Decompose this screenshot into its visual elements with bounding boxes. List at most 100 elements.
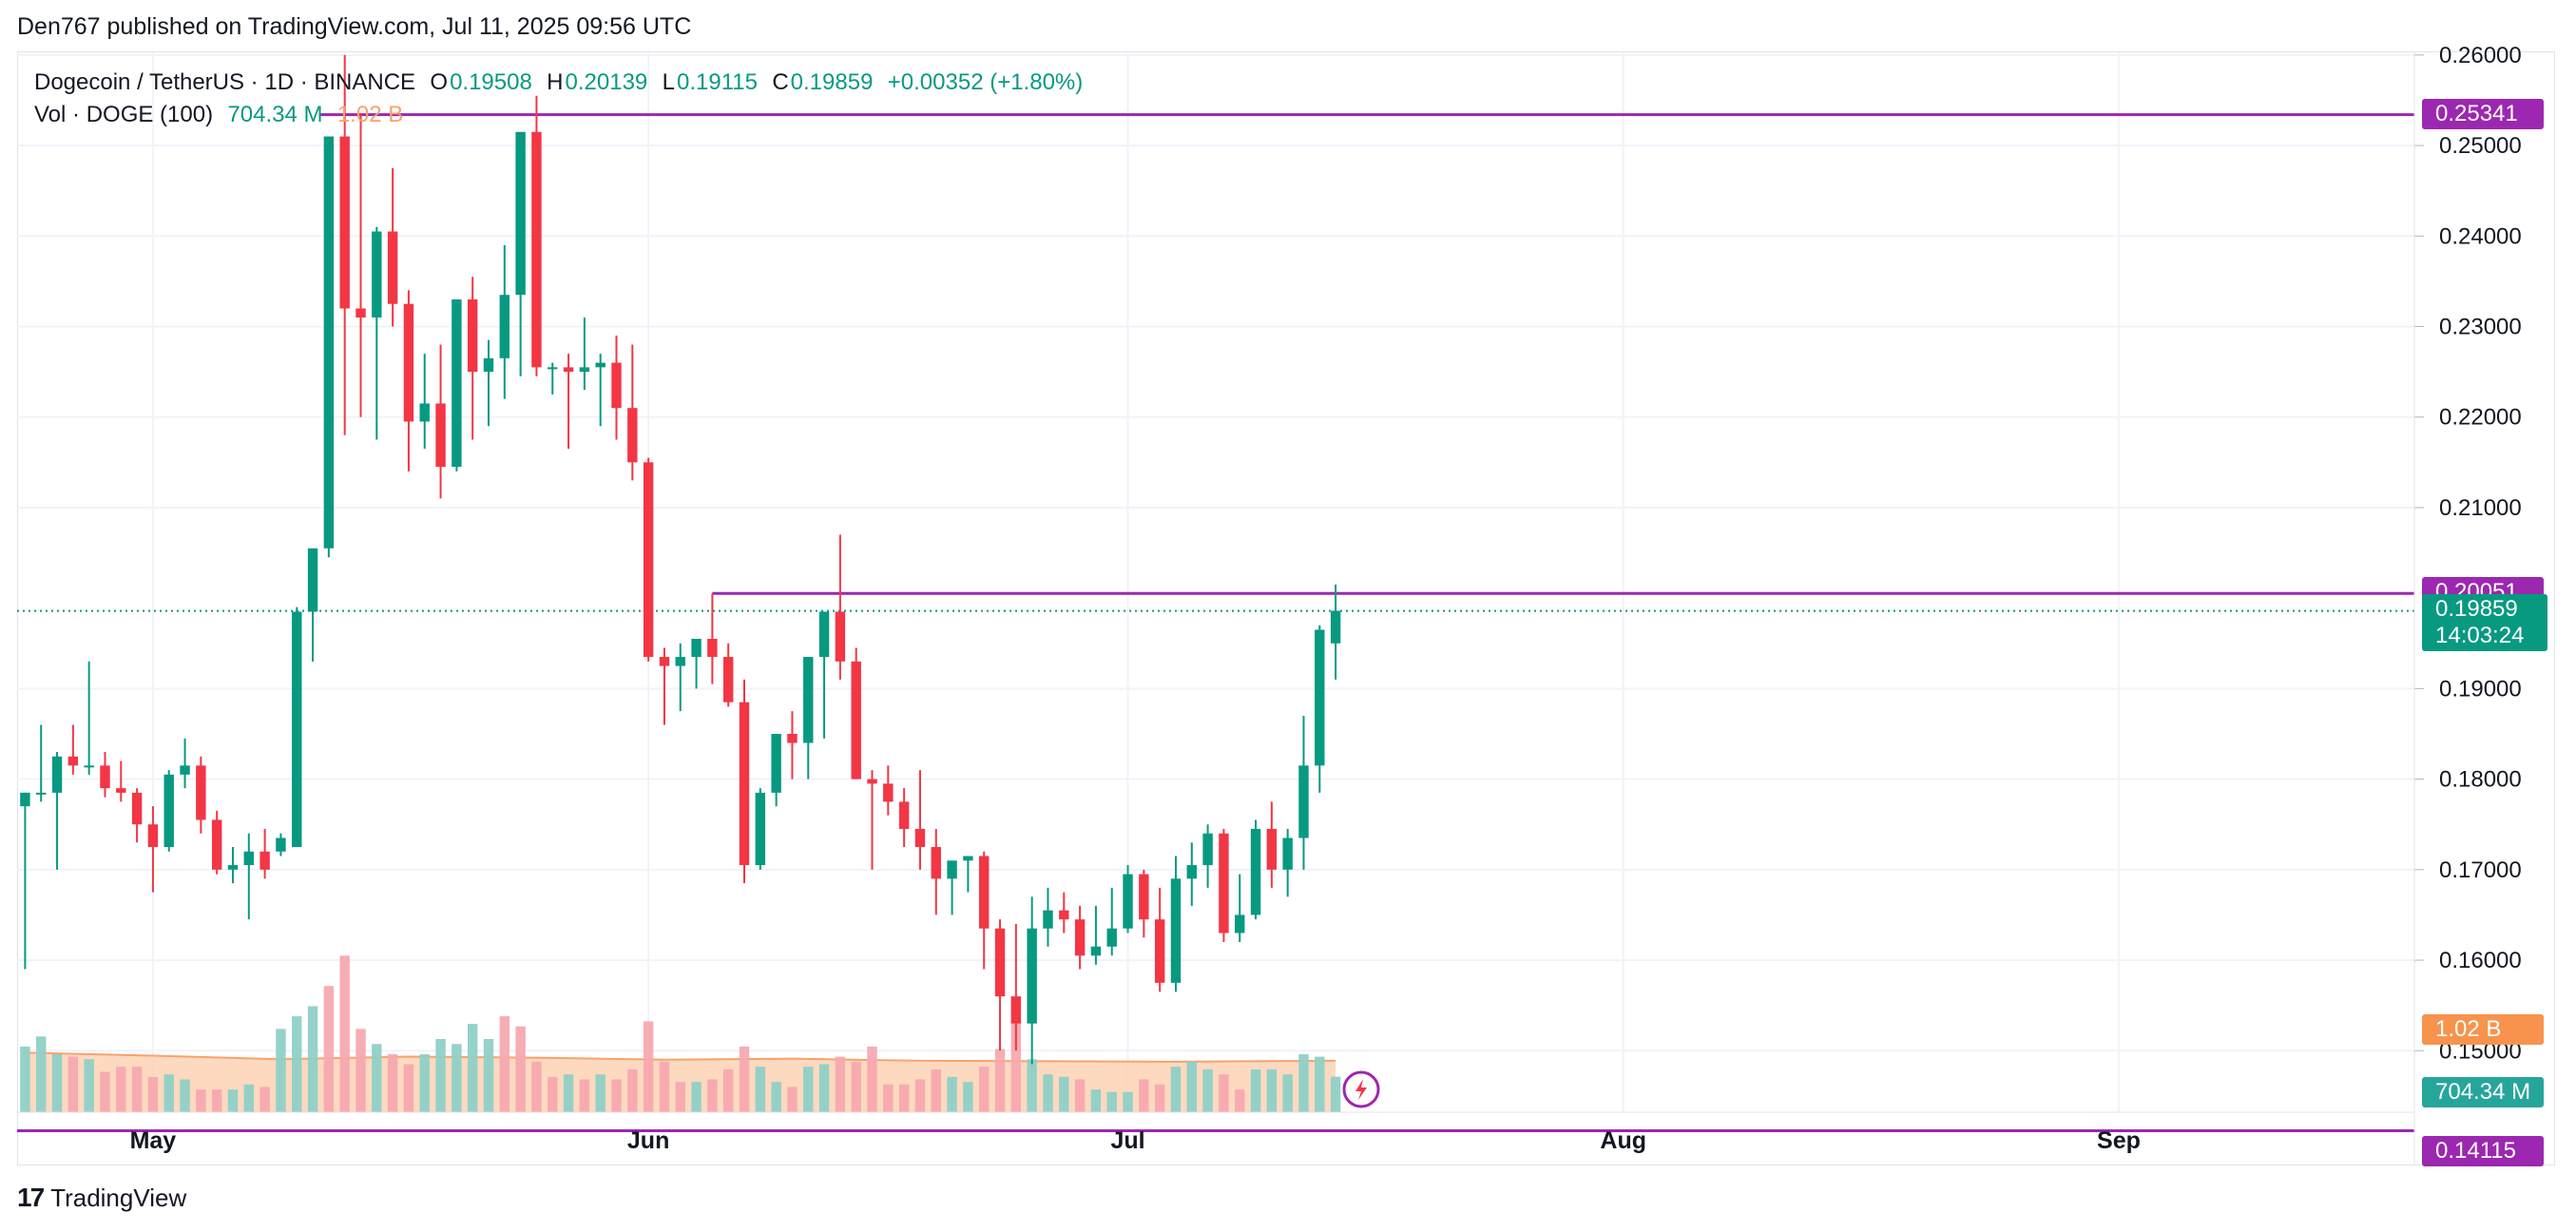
volume-bar <box>356 1029 366 1112</box>
tradingview-logo[interactable]: 17 TradingView <box>17 1183 186 1213</box>
candle-body <box>1235 914 1245 934</box>
candle-body <box>643 462 654 658</box>
candle-body <box>675 657 685 666</box>
ohlc-legend-row: Dogecoin / TetherUS · 1D · BINANCE O0.19… <box>34 67 1085 99</box>
volume-bar <box>163 1074 174 1112</box>
volume-bar <box>1043 1074 1053 1112</box>
volume-ma-value: 1.02 B <box>336 102 404 127</box>
candle-body <box>403 303 414 422</box>
y-tick-label: 0.25000 <box>2439 133 2522 159</box>
candle-body <box>1298 765 1309 838</box>
candle-body <box>611 362 622 409</box>
x-tick-label: Jul <box>1110 1127 1144 1154</box>
candle-body <box>227 865 239 870</box>
volume-label[interactable]: Vol · DOGE (100) <box>34 102 214 127</box>
candle-body <box>898 801 910 829</box>
volume-bar <box>1315 1056 1325 1112</box>
x-tick-label: Aug <box>1600 1127 1646 1154</box>
volume-bar <box>579 1079 590 1112</box>
candle-body <box>20 792 30 807</box>
volume-bar <box>452 1044 462 1112</box>
tradingview-logo-icon: 17 <box>17 1183 45 1212</box>
candle-body <box>276 837 286 852</box>
candle-body <box>452 298 462 468</box>
volume-bar <box>1219 1074 1229 1112</box>
volume-bar <box>243 1084 255 1112</box>
volume-bar <box>691 1082 702 1112</box>
candle-body <box>722 657 734 703</box>
volume-bar <box>675 1082 685 1112</box>
level-top-price-tag: 0.25341 <box>2422 98 2544 129</box>
volume-bar <box>84 1059 94 1112</box>
volume-bar <box>818 1064 830 1112</box>
volume-bar <box>787 1087 798 1112</box>
candle-body <box>579 367 590 373</box>
candle-body <box>467 298 478 373</box>
volume-bar <box>867 1046 877 1112</box>
candle-body <box>307 548 318 612</box>
volume-bar <box>1074 1079 1086 1112</box>
volume-bar <box>883 1084 894 1112</box>
volume-bar <box>1090 1089 1102 1112</box>
bar-countdown: 14:03:24 <box>2435 622 2525 648</box>
y-tick-label: 0.22000 <box>2439 405 2522 431</box>
volume-bar <box>483 1038 494 1112</box>
y-tick-label: 0.23000 <box>2439 315 2522 340</box>
volume-bar <box>707 1079 718 1112</box>
volume-bar <box>1298 1053 1309 1112</box>
volume-bar <box>627 1068 638 1112</box>
volume-bar <box>1250 1068 1261 1112</box>
volume-bar <box>755 1067 766 1112</box>
volume-bar <box>292 1016 302 1112</box>
candle-body <box>1186 865 1197 879</box>
y-tick-label: 0.21000 <box>2439 495 2522 521</box>
volume-bar <box>1010 1021 1022 1112</box>
candle-body <box>1219 833 1229 934</box>
volume-bar <box>1186 1061 1197 1112</box>
candle-body <box>84 765 94 768</box>
volume-bar <box>1202 1068 1213 1112</box>
volume-bar <box>595 1074 606 1112</box>
volume-ma-tag: 1.02 B <box>2422 1014 2544 1045</box>
candle-body <box>1315 629 1325 766</box>
time-axis: May Jun Jul Aug Sep <box>17 1111 2414 1154</box>
candle-body <box>419 403 430 422</box>
candle-body <box>947 860 957 879</box>
volume-bar <box>1330 1076 1341 1112</box>
chart-frame[interactable] <box>17 51 2555 1165</box>
candle-body <box>1106 928 1117 947</box>
volume-bar <box>1170 1067 1182 1112</box>
candle-body <box>1074 919 1086 956</box>
candle-body <box>1010 996 1022 1024</box>
symbol-label[interactable]: Dogecoin / TetherUS · 1D · BINANCE <box>34 69 416 95</box>
volume-bar <box>1154 1084 1165 1112</box>
candle-body <box>116 788 126 793</box>
change-value: +0.00352 (+1.80%) <box>887 69 1084 95</box>
candle-body <box>372 231 382 318</box>
volume-bar <box>260 1087 270 1112</box>
candle-body <box>867 779 877 784</box>
high-value: 0.20139 <box>565 69 648 95</box>
y-tick-label: 0.18000 <box>2439 767 2522 793</box>
tradingview-brand: TradingView <box>50 1183 187 1212</box>
volume-bar <box>323 986 335 1112</box>
volume-bar <box>1139 1079 1149 1112</box>
volume-legend-row: Vol · DOGE (100) 704.34 M 1.02 B <box>34 99 1085 131</box>
published-by-line: Den767 published on TradingView.com, Jul… <box>17 13 692 40</box>
volume-bar <box>931 1068 941 1112</box>
candle-body <box>627 408 638 463</box>
volume-bar <box>563 1074 574 1112</box>
candle-body <box>483 357 494 373</box>
y-tick-label: 0.19000 <box>2439 676 2522 702</box>
candle-body <box>707 639 718 658</box>
volume-bar <box>659 1061 670 1112</box>
candle-body <box>147 824 159 848</box>
candle-body <box>1282 837 1293 870</box>
volume-bar <box>307 1006 318 1112</box>
candle-body <box>803 657 814 743</box>
candle-body <box>51 756 63 793</box>
candle-body <box>1250 828 1261 915</box>
price-axis: 0.26000 0.25000 0.24000 0.23000 0.22000 0.210… <box>2413 43 2522 1165</box>
candles <box>20 54 1341 1065</box>
